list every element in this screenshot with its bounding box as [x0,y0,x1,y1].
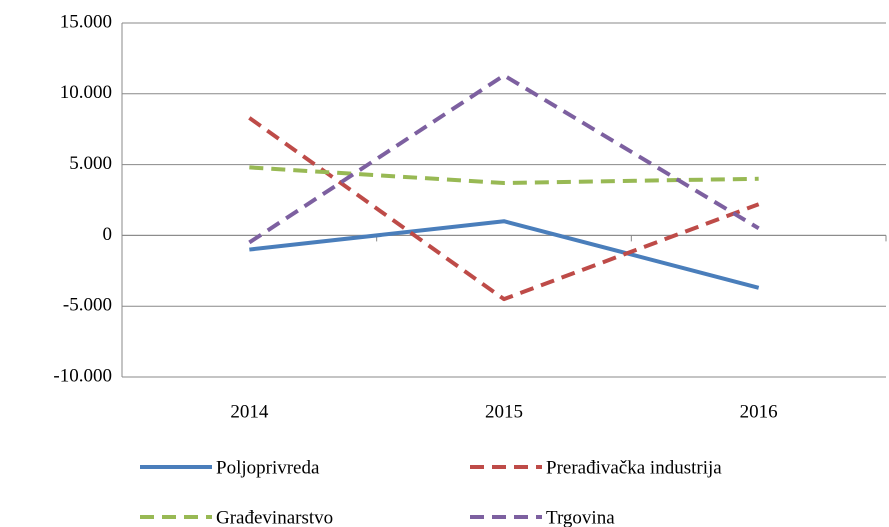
y-tick-label: 15.000 [60,11,112,32]
series-line [248,73,760,245]
x-tick-label: 2015 [485,401,523,422]
x-tick-label: 2016 [740,401,778,422]
series-line [249,165,759,186]
legend-label: Prerađivačka industrija [546,457,722,478]
y-tick-label: -10.000 [53,365,112,386]
y-tick-label: -5.000 [63,295,112,316]
y-tick-label: 5.000 [69,153,112,174]
legend-label: Trgovina [546,507,615,527]
legend-label: Poljoprivreda [216,457,320,478]
series-line [249,219,760,290]
y-tick-label: 0 [103,224,113,245]
y-tick-label: 10.000 [60,82,112,103]
x-tick-label: 2014 [230,401,269,422]
series-line [248,116,760,302]
legend-label: Građevinarstvo [216,507,333,527]
